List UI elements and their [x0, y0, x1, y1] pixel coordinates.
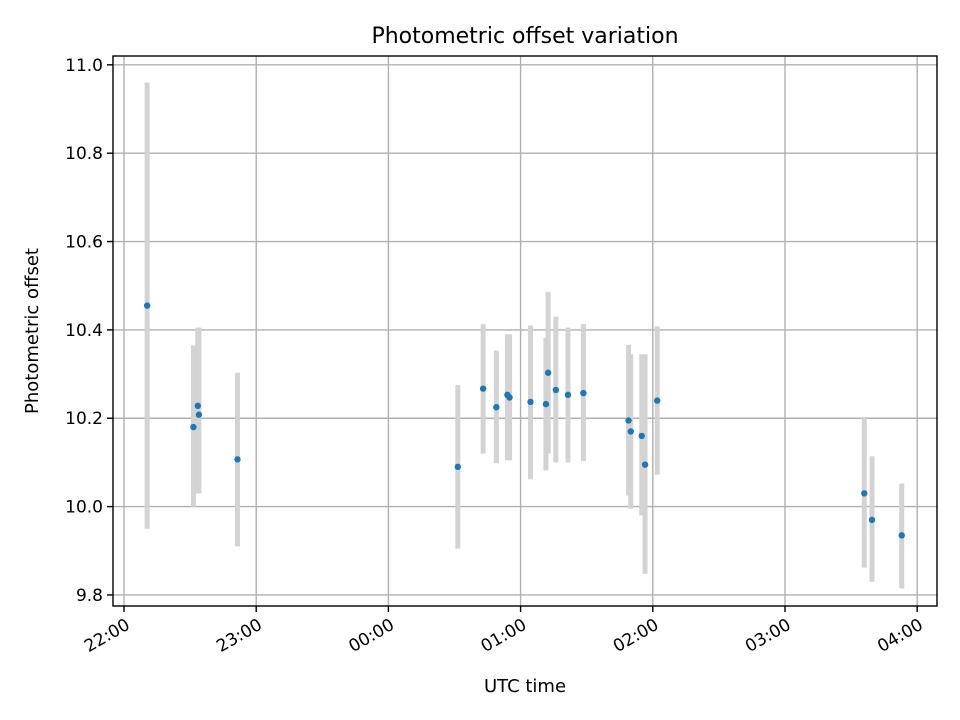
data-point	[627, 428, 634, 435]
data-point	[641, 461, 649, 468]
data-point	[195, 411, 203, 418]
x-tick-label: 00:00	[345, 615, 397, 657]
x-tick-label: 01:00	[478, 615, 530, 657]
data-point	[143, 302, 151, 309]
y-tick-label: 10.2	[65, 409, 103, 429]
error-bars	[144, 82, 905, 589]
chart-title: Photometric offset variation	[371, 24, 678, 49]
data-point	[544, 369, 552, 376]
x-tick-label: 03:00	[742, 615, 794, 657]
data-point	[506, 394, 513, 401]
y-tick-label: 10.4	[65, 321, 103, 341]
y-tick-label: 10.8	[65, 144, 103, 164]
data-point	[542, 400, 550, 408]
data-point	[234, 456, 241, 463]
data-point	[552, 386, 560, 394]
y-tick-label: 10.0	[65, 498, 103, 518]
grid-lines	[113, 56, 937, 606]
y-tick-label: 11.0	[65, 56, 103, 76]
data-point	[653, 397, 661, 404]
x-axis-label: UTC time	[484, 676, 566, 697]
x-tick-label: 02:00	[610, 615, 662, 657]
x-axis-ticks: 22:00 23:00 00:00 01:00 02:00 03:00 04:00	[81, 606, 927, 657]
y-tick-label: 9.8	[76, 586, 103, 606]
data-point	[493, 404, 500, 411]
x-tick-label: 04:00	[874, 615, 926, 657]
data-point	[861, 490, 868, 497]
data-point	[190, 423, 197, 431]
y-axis-ticks: 9.8 10.0 10.2 10.4 10.6 10.8 11.0	[65, 56, 113, 606]
data-point	[194, 402, 202, 410]
data-point	[479, 385, 487, 392]
data-point	[898, 532, 905, 539]
data-point	[638, 432, 645, 440]
y-tick-label: 10.6	[65, 233, 103, 253]
y-axis-label: Photometric offset	[22, 248, 43, 414]
data-point	[625, 417, 632, 424]
data-points	[143, 302, 905, 539]
data-point	[454, 463, 462, 471]
data-point	[868, 516, 876, 524]
x-tick-label: 23:00	[213, 615, 265, 657]
data-point	[527, 398, 534, 406]
data-point	[564, 391, 572, 399]
x-tick-label: 22:00	[81, 615, 133, 657]
data-point	[580, 389, 587, 397]
plot-frame	[112, 55, 938, 607]
